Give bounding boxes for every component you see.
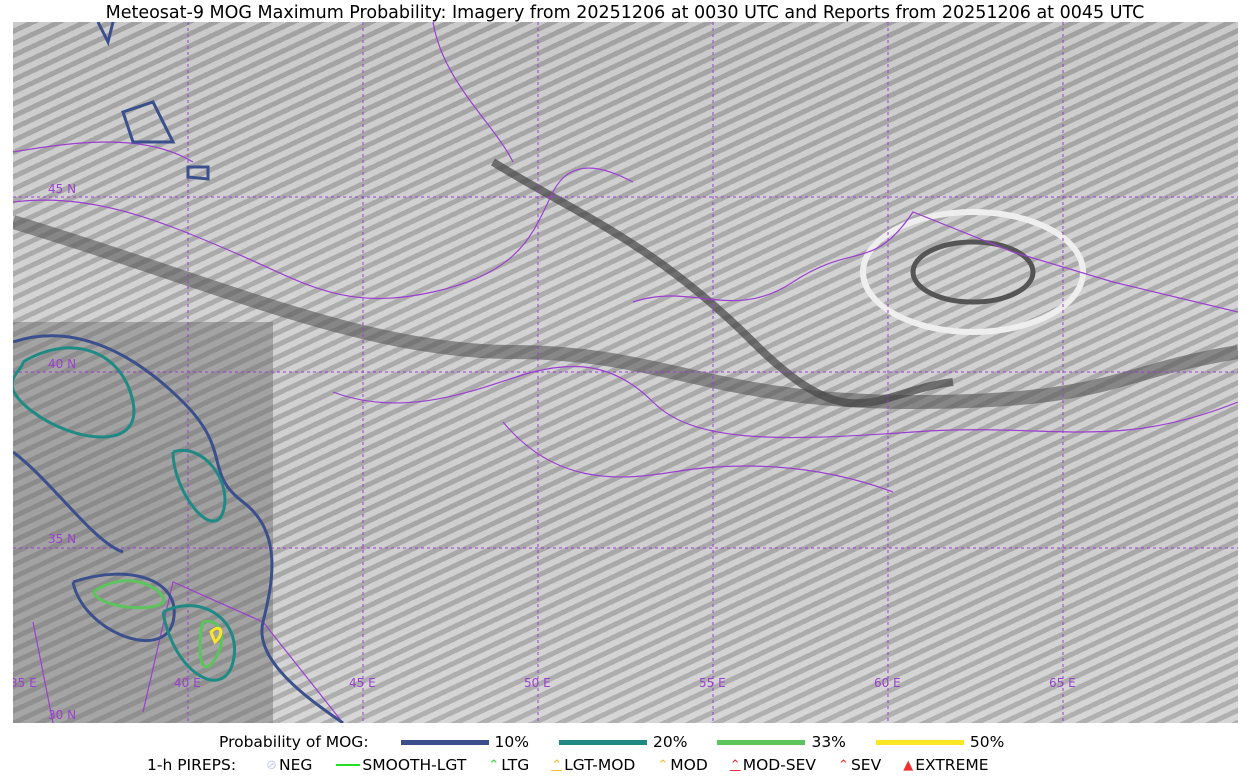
swatch-20pct (559, 739, 647, 745)
level-label: 50% (969, 733, 1005, 751)
mod-sev-icon: ⌃ (729, 757, 741, 773)
swatch-50pct (875, 739, 964, 745)
satellite-map: 35 E 40 E 45 E 50 E 55 E 60 E 65 E 45 N … (13, 22, 1238, 723)
contour-20pct (171, 448, 227, 523)
country-borders (13, 22, 1238, 723)
contour-33pct (91, 579, 166, 610)
convective-area (13, 322, 273, 723)
pirep-label: SEV (850, 756, 882, 774)
pireps-legend-label: 1-h PIREPS: (147, 756, 237, 774)
pirep-label: LGT-MOD (564, 756, 636, 774)
pirep-label: LTG (501, 756, 530, 774)
cloud-band (490, 158, 954, 408)
pirep-label: MOD (670, 756, 708, 774)
pirep-label: SMOOTH-LGT (362, 756, 467, 774)
level-label: 33% (811, 733, 846, 751)
mog-contours (13, 22, 344, 723)
lat-label: 45 N (48, 182, 77, 196)
pirep-label: NEG (279, 756, 313, 774)
extreme-triangle-icon: ▲ (903, 757, 914, 773)
mod-caret-icon: ⌃ (657, 757, 669, 773)
lat-label: 30 N (48, 708, 77, 722)
lon-label: 60 E (874, 676, 901, 690)
lon-label: 65 E (1049, 676, 1076, 690)
lgt-mod-icon: ⌃ (551, 757, 563, 773)
swatch-33pct (717, 739, 806, 745)
contour-10pct (71, 572, 176, 642)
lon-label: 55 E (699, 676, 726, 690)
lon-label: 40 E (174, 676, 201, 690)
lon-label: 35 E (13, 676, 37, 690)
contour-10pct (13, 334, 344, 723)
contour-10pct (96, 22, 115, 47)
contour-33pct (198, 619, 224, 669)
pirep-label: EXTREME (915, 756, 989, 774)
lat-lon-grid (13, 22, 1238, 723)
cloud-band (13, 215, 1238, 410)
swatch-10pct (400, 739, 489, 745)
probability-legend-label: Probability of MOG: (219, 733, 369, 751)
pirep-label: MOD-SEV (742, 756, 817, 774)
contour-20pct (13, 346, 136, 439)
pireps-legend: 1-h PIREPS: ⊘ NEG SMOOTH-LGT ⌃ LTG ⌃ LGT-MO… (147, 756, 989, 774)
ltg-caret-icon: ⌃ (488, 757, 500, 773)
probability-legend: Probability of MOG: 10% 20% 33% 50% (219, 733, 1004, 751)
lon-label: 50 E (524, 676, 551, 690)
contour-20pct (161, 604, 236, 682)
map-overlay (13, 22, 1238, 723)
cyclone-swirl (860, 209, 1086, 335)
sev-icon: ⌃ (838, 757, 849, 773)
level-label: 10% (494, 733, 529, 751)
lon-label: 45 E (349, 676, 376, 690)
contour-50pct (209, 626, 223, 645)
map-title: Meteosat-9 MOG Maximum Probability: Imag… (105, 3, 1145, 23)
contour-10pct (121, 100, 176, 144)
smooth-lgt-line-icon (336, 764, 361, 766)
contour-10pct (13, 450, 124, 554)
lat-label: 40 N (48, 357, 77, 371)
cyclone-swirl (910, 239, 1036, 305)
contour-10pct (186, 165, 210, 181)
lat-label: 35 N (48, 532, 77, 546)
level-label: 20% (653, 733, 688, 751)
neg-icon: ⊘ (266, 757, 278, 773)
